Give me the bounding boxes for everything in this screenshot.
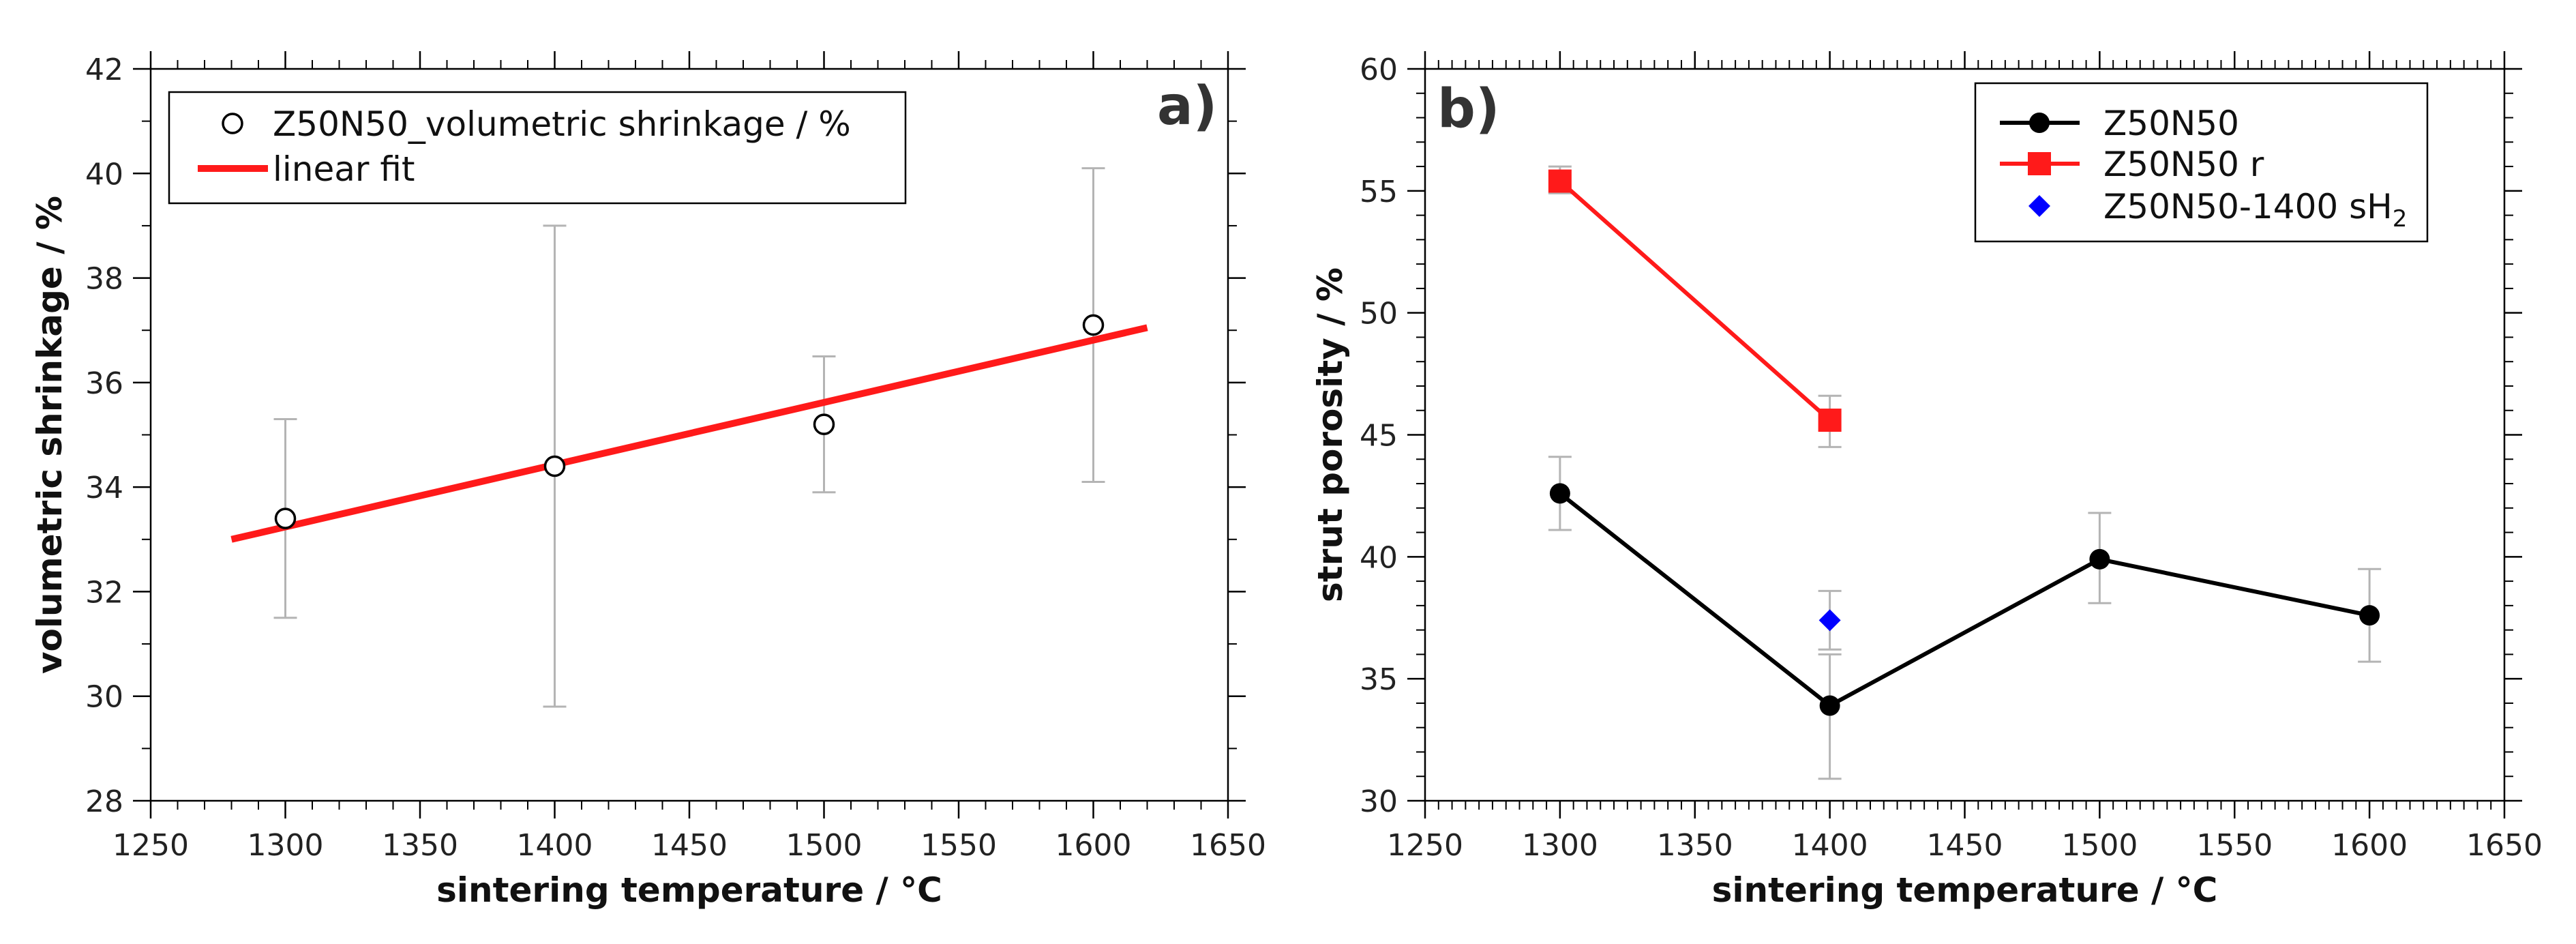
legend-label: linear fit bbox=[273, 149, 415, 189]
data-point bbox=[1818, 609, 1841, 632]
x-tick-label: 1250 bbox=[113, 828, 189, 863]
legend-marker bbox=[222, 113, 243, 134]
y-tick-label: 34 bbox=[85, 471, 123, 505]
series-line bbox=[1559, 491, 2370, 709]
x-tick-label: 1350 bbox=[1657, 828, 1733, 863]
legend-marker bbox=[2028, 152, 2051, 175]
x-tick-label: 1550 bbox=[920, 828, 997, 863]
data-point bbox=[543, 455, 566, 477]
legend: Z50N50_volumetric shrinkage / % linear fi… bbox=[168, 91, 907, 205]
y-tick-label: 36 bbox=[85, 366, 123, 401]
x-tick-label: 1650 bbox=[1190, 828, 1266, 863]
y-tick-label: 30 bbox=[1360, 784, 1398, 819]
x-tick-label: 1300 bbox=[248, 828, 324, 863]
x-axis-title: sintering temperature / °C bbox=[436, 870, 942, 910]
series-line bbox=[1558, 179, 1831, 422]
x-tick-label: 1250 bbox=[1387, 828, 1463, 863]
data-point bbox=[1819, 695, 1840, 716]
y-axis-title: strut porosity / % bbox=[1311, 267, 1350, 602]
legend-box bbox=[168, 91, 907, 205]
y-tick-label: 40 bbox=[1360, 540, 1398, 575]
x-tick-label: 1600 bbox=[2331, 828, 2408, 863]
x-tick-label: 1500 bbox=[786, 828, 863, 863]
legend-marker bbox=[2029, 113, 2050, 133]
x-tick-label: 1600 bbox=[1055, 828, 1132, 863]
data-point bbox=[1548, 169, 1572, 193]
x-tick-label: 1400 bbox=[1792, 828, 1868, 863]
chart-panel-b: 1250 1300 1350 1400 1450 1500 1550 1600 1650 30 35… bbox=[1311, 51, 2543, 910]
y-tick-label: 60 bbox=[1360, 53, 1398, 87]
data-point bbox=[1082, 314, 1105, 336]
y-tick-label: 30 bbox=[85, 680, 123, 715]
legend-label: Z50N50 r bbox=[2103, 145, 2264, 184]
x-tick-label: 1550 bbox=[2196, 828, 2273, 863]
x-tick-label: 1500 bbox=[2061, 828, 2138, 863]
x-tick-label: 1400 bbox=[517, 828, 593, 863]
legend-label: Z50N50 bbox=[2103, 104, 2239, 143]
panel-label-a: a) bbox=[1157, 76, 1217, 137]
y-tick-label: 50 bbox=[1360, 297, 1398, 331]
linear-fit-line bbox=[230, 324, 1148, 543]
legend-marker bbox=[2028, 195, 2050, 217]
x-tick-label: 1300 bbox=[1522, 828, 1598, 863]
y-tick-label: 32 bbox=[85, 575, 123, 610]
x-axis-title: sintering temperature / °C bbox=[1712, 870, 2218, 910]
data-point bbox=[274, 507, 297, 529]
data-point bbox=[2089, 548, 2110, 570]
y-tick-label: 45 bbox=[1360, 419, 1398, 454]
legend-label: Z50N50_volumetric shrinkage / % bbox=[273, 104, 851, 144]
data-point bbox=[2359, 605, 2380, 626]
data-point bbox=[1818, 409, 1842, 432]
data-point bbox=[813, 413, 835, 435]
panel-label-b: b) bbox=[1437, 78, 1499, 140]
y-tick-label: 40 bbox=[85, 157, 123, 192]
data-point bbox=[1549, 483, 1570, 504]
x-tick-label: 1650 bbox=[2466, 828, 2543, 863]
x-tick-label: 1450 bbox=[1927, 828, 2003, 863]
y-tick-label: 55 bbox=[1360, 175, 1398, 209]
y-axis-title: volumetric shrinkage / % bbox=[30, 196, 70, 674]
x-tick-label: 1450 bbox=[651, 828, 728, 863]
x-tick-label: 1350 bbox=[382, 828, 458, 863]
y-tick-label: 38 bbox=[85, 262, 123, 297]
y-tick-label: 42 bbox=[85, 53, 123, 87]
y-tick-label: 28 bbox=[85, 784, 123, 819]
legend-label: Z50N50-1400 sH2 bbox=[2103, 187, 2407, 233]
y-tick-label: 35 bbox=[1360, 662, 1398, 697]
chart-panel-a: 1250 1300 1350 1400 1450 1500 1550 1600 1650 28 30… bbox=[30, 51, 1266, 910]
